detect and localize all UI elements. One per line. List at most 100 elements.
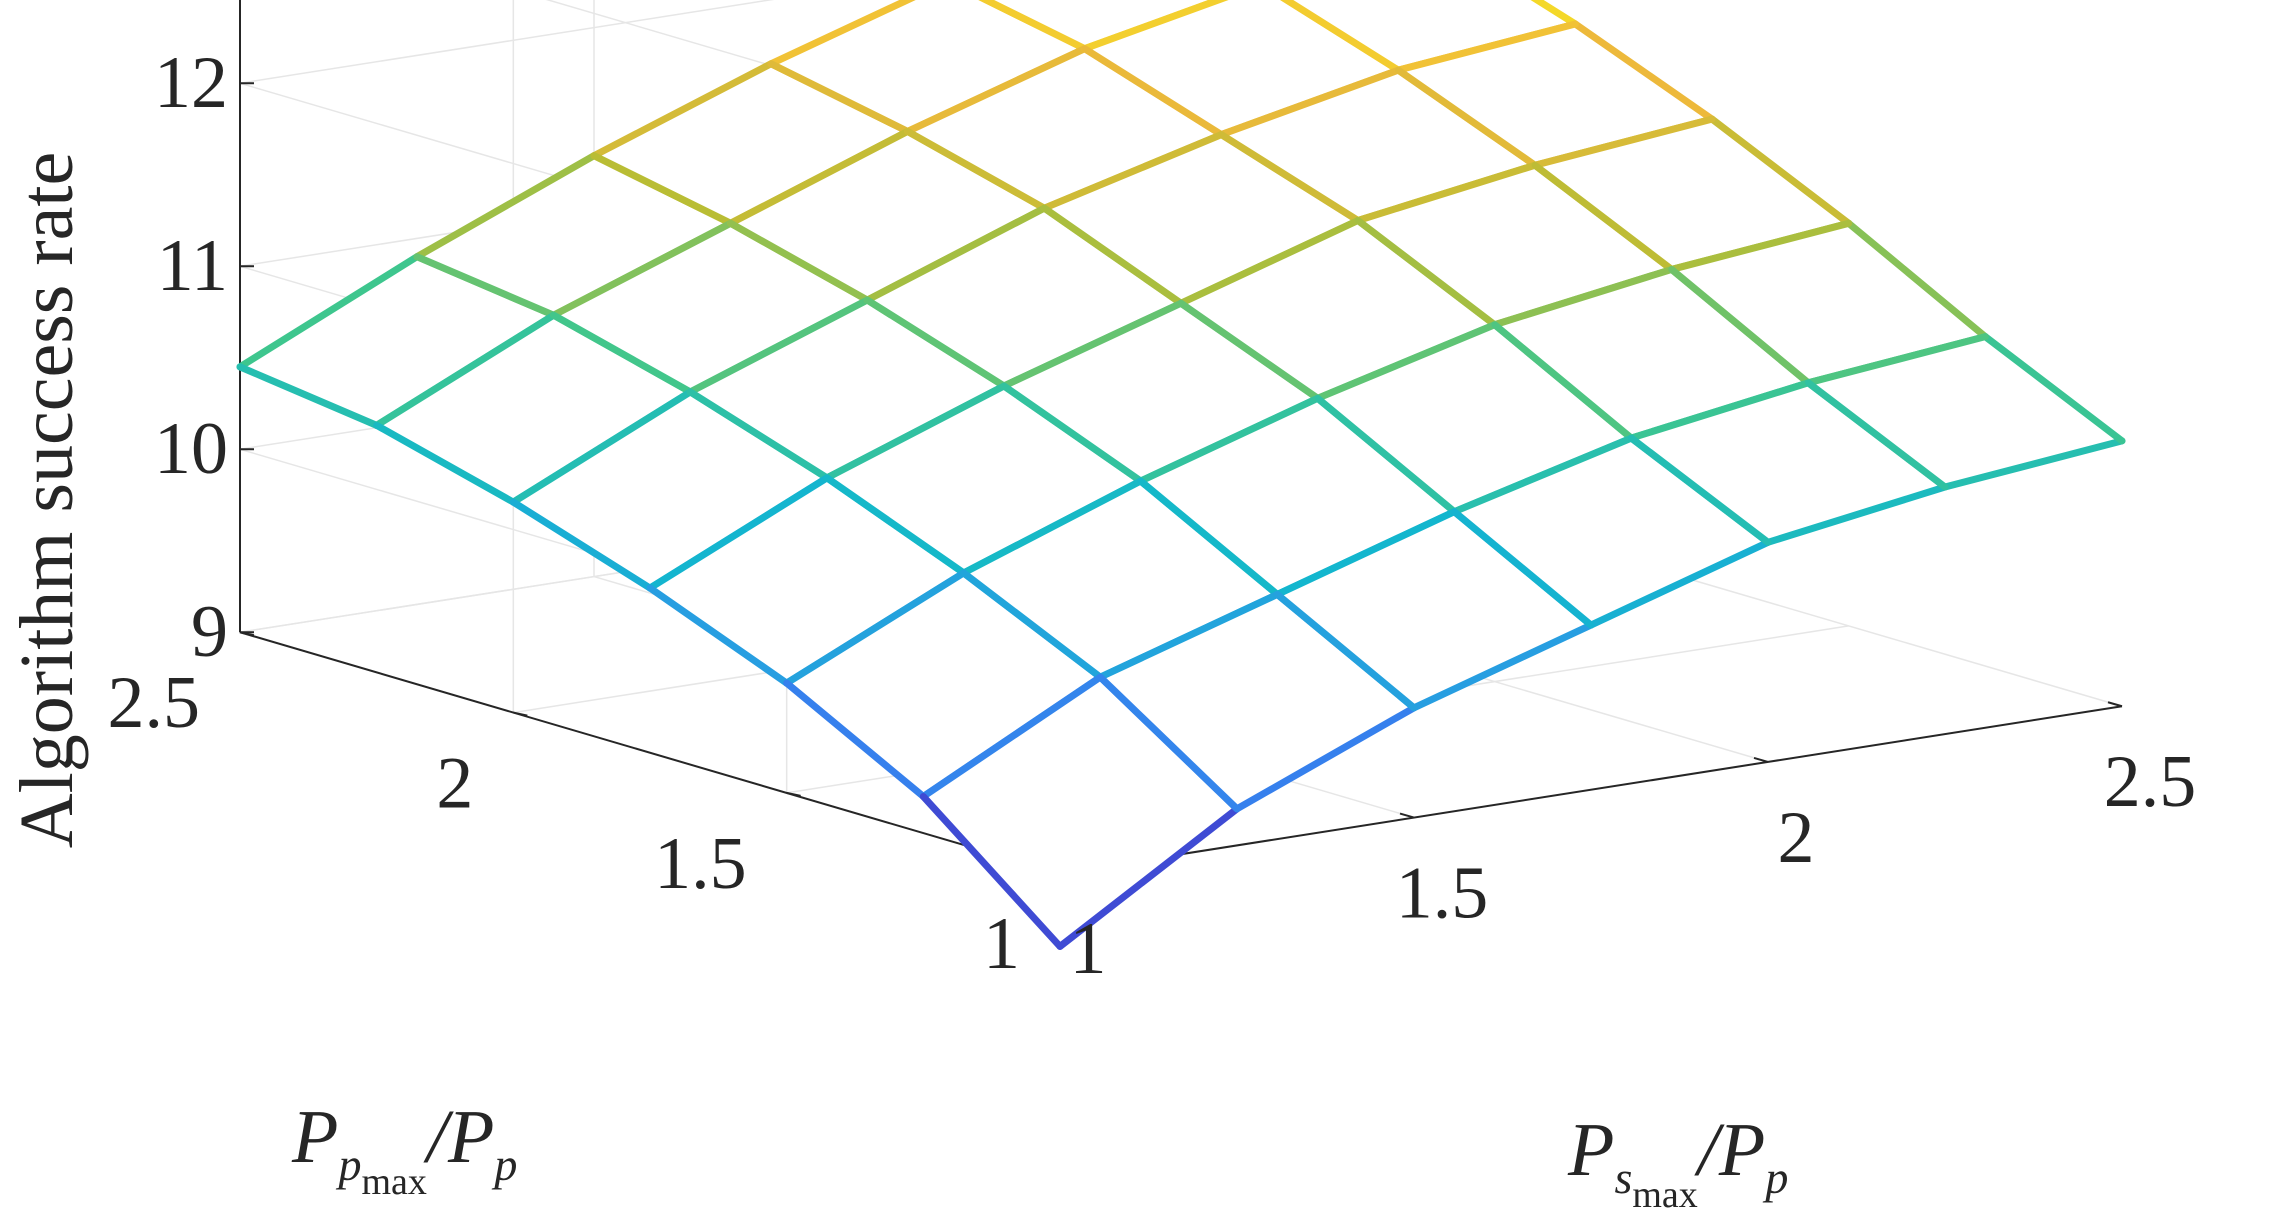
surface-edge <box>978 0 1089 53</box>
x-tick-label: 1.5 <box>1396 853 1489 935</box>
surface-edge <box>1177 217 1362 307</box>
surface-edge <box>783 679 927 800</box>
surface-face <box>1358 165 1672 325</box>
surface-edge <box>236 253 421 371</box>
surface-edge <box>1354 217 1499 329</box>
grid-line-z <box>239 0 775 84</box>
surface-edge <box>1450 434 1635 516</box>
surface-edge <box>590 60 775 160</box>
surface-edge <box>646 474 831 592</box>
y-axis-line <box>239 631 1061 875</box>
surface-edge <box>1450 508 1595 629</box>
surface-edge <box>1668 265 1812 387</box>
surface-face <box>827 385 1141 573</box>
x-axis-label: Psmax/Pp <box>1567 1108 1788 1216</box>
surface-edge <box>1137 477 1281 598</box>
surface-edge <box>1354 161 1539 225</box>
surface-edge <box>1668 219 1853 273</box>
surface-face <box>1398 24 1712 166</box>
surface-edge <box>823 382 1008 482</box>
surface-edge <box>919 673 1104 800</box>
x-tick-mark <box>1399 812 1415 819</box>
axis-lines <box>239 0 2123 878</box>
surface-edge <box>863 296 1008 390</box>
surface-edge <box>509 498 654 592</box>
surface-face <box>986 0 1219 49</box>
surface-edge <box>1764 483 1949 546</box>
surface-edge <box>904 127 1048 212</box>
x-tick-label: 2 <box>1778 797 1815 879</box>
surface-face <box>594 63 908 224</box>
surface-edge <box>1280 0 1402 74</box>
surface-edge <box>1217 66 1402 139</box>
surface-face <box>690 300 1004 478</box>
surface-edge <box>960 477 1145 577</box>
surface-edge <box>1571 20 1716 123</box>
surface-edge <box>646 584 791 687</box>
z-tick-label: 9 <box>191 591 228 673</box>
y-tick-label: 1.5 <box>654 823 747 905</box>
x-tick-mark <box>2107 701 2123 708</box>
surface-edge <box>1845 219 1989 341</box>
y-tick-mark <box>513 711 528 717</box>
x-tick-label: 2.5 <box>2104 741 2197 823</box>
surface-face <box>786 572 1101 797</box>
surface-edge <box>686 388 831 482</box>
surface-edge <box>1627 434 1772 546</box>
surface-edge <box>1040 204 1185 307</box>
surface-edge <box>1217 131 1362 225</box>
surface-edge <box>1314 394 1458 516</box>
y-tick-label: 2 <box>436 743 473 825</box>
z-axis-label: Algorithm success rate <box>5 152 89 848</box>
surface-edge <box>1804 379 1949 491</box>
surface-edge <box>373 311 558 429</box>
surface-face <box>240 256 554 426</box>
surface-edge <box>1056 805 1241 950</box>
surface-edge <box>1000 299 1185 390</box>
surface-edge <box>550 311 694 396</box>
z-tick-label: 11 <box>157 225 228 307</box>
surface-edge <box>236 363 381 429</box>
surface-face <box>650 477 964 684</box>
surface-face <box>1535 119 1849 270</box>
surface-edge <box>1314 321 1499 402</box>
surface-edge <box>767 0 916 68</box>
surface-face <box>1671 223 1986 383</box>
surface-edge <box>1233 704 1418 813</box>
surface-edge <box>1177 299 1322 402</box>
surface-edge <box>1096 673 1241 813</box>
surface-face <box>513 391 827 589</box>
surface-edge <box>1804 333 1989 387</box>
surface-edge <box>1627 379 1812 442</box>
y-axis-label: Ppmax/Pp <box>291 1095 517 1203</box>
surface-edge <box>1394 66 1539 169</box>
surface-edge <box>1981 333 2126 445</box>
surface-face <box>417 155 731 316</box>
surface-mesh <box>236 0 2126 950</box>
surface-edge <box>1531 161 1676 273</box>
surface-edge <box>727 127 912 227</box>
surface-edge <box>919 792 1064 950</box>
surface-edge <box>783 569 968 687</box>
surface-face <box>1100 594 1414 809</box>
surface-edge <box>823 474 968 577</box>
surface-edge <box>1081 45 1225 139</box>
y-tick-label: 1 <box>983 903 1020 985</box>
surface-edge <box>686 296 871 396</box>
surface-face <box>1286 0 1576 71</box>
surface-face <box>1084 0 1399 135</box>
surface-edge <box>413 152 598 261</box>
z-tick-label: 12 <box>154 42 228 124</box>
surface-edge <box>904 45 1089 135</box>
surface-edge <box>863 204 1048 304</box>
surface-edge <box>960 569 1104 681</box>
surface-face <box>376 315 691 503</box>
x-tick-mark <box>1753 756 1769 763</box>
surface-edge <box>1040 131 1225 212</box>
surface-edge <box>1000 382 1145 485</box>
surface-face <box>1317 324 1632 512</box>
surface-face <box>553 223 868 392</box>
surface-edge <box>1081 0 1229 53</box>
